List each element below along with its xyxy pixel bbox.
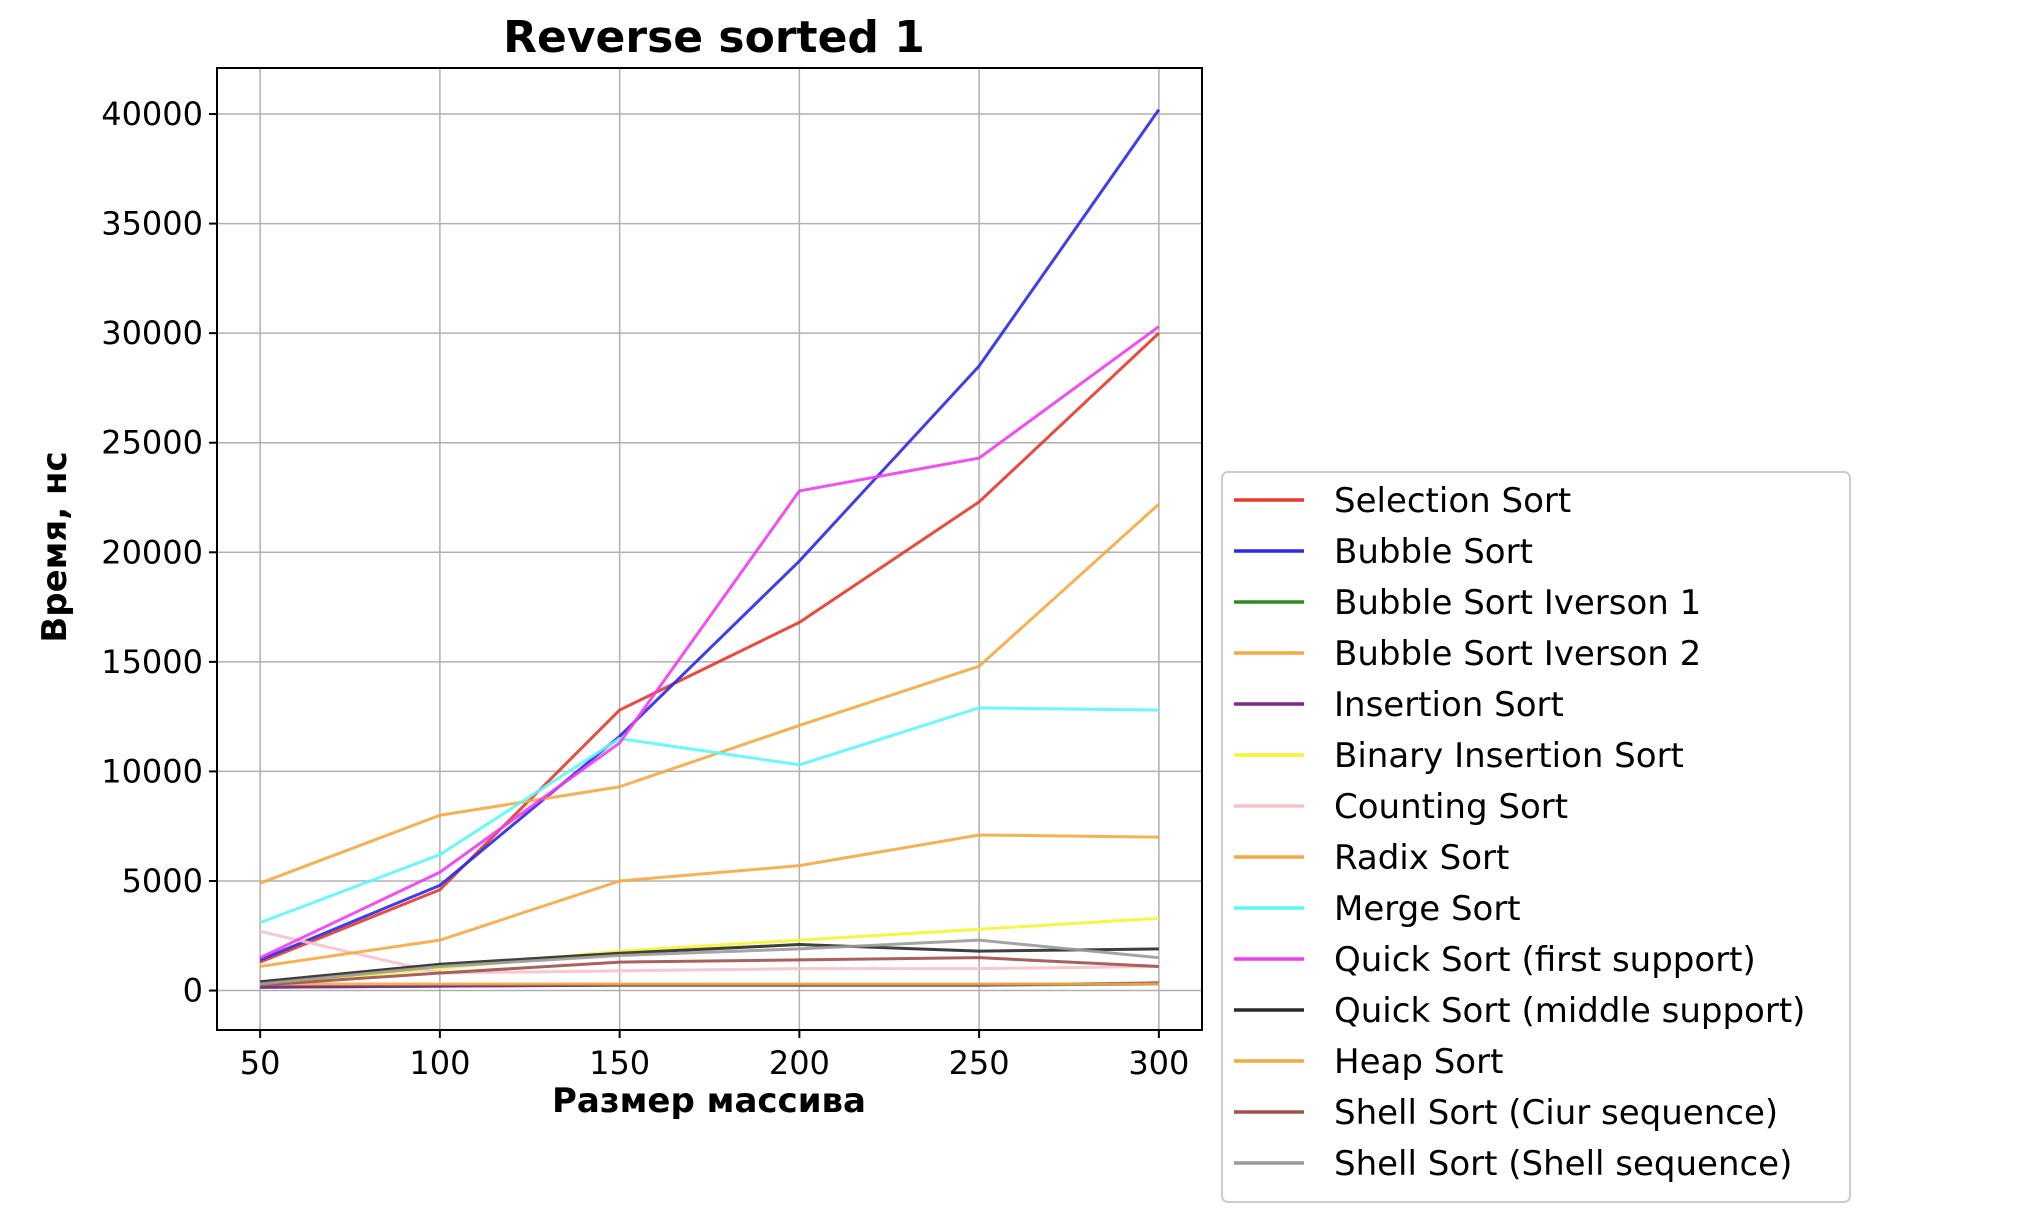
- legend-entry-label: Radix Sort: [1334, 838, 1509, 878]
- legend-entry-label: Bubble Sort Iverson 2: [1334, 634, 1701, 674]
- grid: [217, 68, 1202, 1030]
- x-tick-label: 100: [409, 1044, 470, 1082]
- series-line-merge-sort: [259, 706, 1159, 925]
- y-tick-label: 35000: [101, 205, 203, 243]
- series-line-selection-sort: [259, 332, 1160, 964]
- chart-title: Reverse sorted 1: [503, 12, 925, 63]
- y-tick-label: 40000: [101, 95, 203, 133]
- y-tick-label: 5000: [122, 862, 203, 900]
- legend: Selection Sort Bubble Sort Bubble Sort Ive…: [1221, 471, 1851, 1203]
- series-line-shell-sort-ciur-sequence: [260, 956, 1159, 987]
- x-tick-label: 150: [589, 1044, 650, 1082]
- legend-entry-label: Bubble Sort: [1334, 532, 1533, 572]
- series-line-bubble-sort: [259, 108, 1161, 962]
- series-line-quick-sort-middle-support: [259, 943, 1159, 984]
- x-tick-label: 200: [769, 1044, 830, 1082]
- x-tick-label: 250: [949, 1044, 1010, 1082]
- series-line-radix-sort: [259, 833, 1159, 968]
- legend-entry-label: Bubble Sort Iverson 1: [1334, 583, 1701, 623]
- y-tick-label: 25000: [101, 424, 203, 462]
- legend-entry-label: Binary Insertion Sort: [1334, 736, 1684, 776]
- legend-entry-label: Quick Sort (first support): [1334, 940, 1756, 980]
- series-lines: [259, 108, 1161, 989]
- legend-entry-label: Counting Sort: [1334, 787, 1568, 827]
- legend-entry-label: Selection Sort: [1334, 481, 1571, 521]
- series-line-shell-sort-shell-sequence: [259, 938, 1160, 986]
- legend-entry-label: Insertion Sort: [1334, 685, 1564, 725]
- y-tick-label: 10000: [101, 752, 203, 790]
- series-line-binary-insertion-sort: [260, 916, 1159, 986]
- y-tick-label: 15000: [101, 643, 203, 681]
- legend-box: [1221, 471, 1851, 1203]
- x-tick-label: 300: [1128, 1044, 1189, 1082]
- legend-entry-label: Heap Sort: [1334, 1042, 1503, 1082]
- axis-ticks: 50 100 150 200 250 300 0 5000 10000 15000 20000 250…: [101, 95, 1189, 1082]
- y-axis-label: Время, нс: [35, 451, 75, 642]
- x-tick-label: 50: [240, 1044, 281, 1082]
- legend-entry-label: Shell Sort (Shell sequence): [1334, 1144, 1792, 1184]
- y-tick-label: 0: [183, 972, 203, 1010]
- legend-entry-label: Quick Sort (middle support): [1334, 991, 1805, 1031]
- y-tick-label: 30000: [101, 314, 203, 352]
- x-axis-label: Размер массива: [552, 1081, 866, 1121]
- series-line-quick-sort-first-support: [259, 325, 1160, 960]
- plot-frame: [216, 67, 1203, 1031]
- y-tick-label: 20000: [101, 533, 203, 571]
- series-line-bubble-sort-iverson-2: [259, 502, 1160, 885]
- legend-entry-label: Shell Sort (Ciur sequence): [1334, 1093, 1778, 1133]
- legend-entry-label: Merge Sort: [1334, 889, 1521, 929]
